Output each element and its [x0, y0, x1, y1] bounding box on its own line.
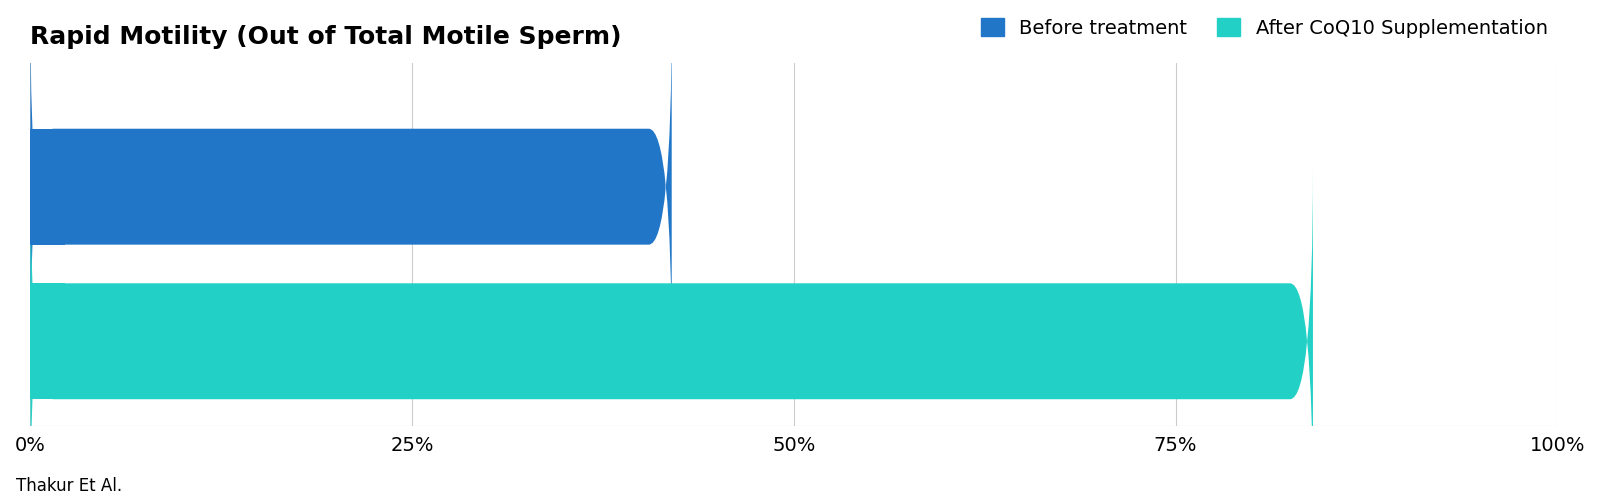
FancyBboxPatch shape [30, 13, 672, 360]
Legend: Before treatment, After CoQ10 Supplementation: Before treatment, After CoQ10 Supplement… [981, 18, 1547, 38]
Text: Rapid Motility (Out of Total Motile Sperm): Rapid Motility (Out of Total Motile Sper… [30, 24, 622, 48]
Bar [30, 128, 64, 244]
Text: Thakur Et Al.: Thakur Et Al. [16, 477, 122, 495]
Bar [30, 284, 64, 399]
FancyBboxPatch shape [30, 168, 1314, 500]
